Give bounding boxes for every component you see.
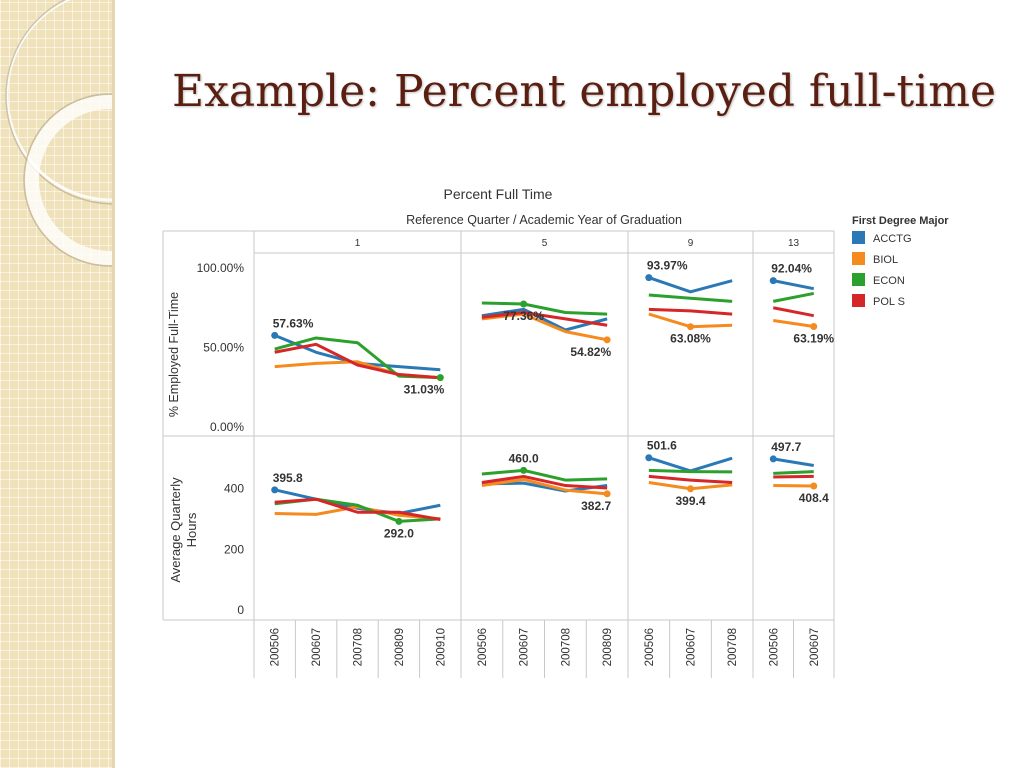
decorative-circles [5, 0, 112, 267]
data-label: 399.4 [675, 494, 705, 508]
data-label: 31.03% [404, 383, 445, 397]
x-tick-label: 200607 [809, 628, 821, 666]
x-tick-label: 200607 [686, 628, 698, 666]
data-label: 63.19% [793, 332, 834, 346]
y-tick-label: 400 [224, 482, 244, 496]
data-label: 408.4 [799, 491, 829, 505]
legend-swatch [852, 294, 865, 307]
series-line-acctg [648, 276, 733, 294]
legend-label: ECON [873, 275, 905, 287]
series-line-biol [481, 312, 608, 342]
series-line-econ [648, 293, 733, 303]
data-label: 54.82% [570, 345, 611, 359]
series-line-acctg [772, 279, 815, 291]
x-tick-label: 200809 [394, 628, 406, 666]
data-label: 460.0 [509, 451, 539, 465]
data-point-marker [520, 300, 528, 308]
panel-header-label: 5 [542, 238, 548, 249]
series-line-pol-s [648, 474, 733, 484]
series-line-biol [481, 477, 608, 496]
data-label: 93.97% [647, 259, 688, 273]
data-label: 501.6 [647, 439, 677, 453]
data-point-marker [271, 486, 279, 494]
legend-title: First Degree Major [852, 215, 949, 227]
x-tick-label: 200506 [477, 628, 489, 666]
series-line-pol-s [772, 306, 815, 318]
x-tick-label: 200809 [602, 628, 614, 666]
chart-subtitle: Reference Quarter / Academic Year of Gra… [406, 213, 682, 227]
data-point-marker [810, 482, 818, 490]
series-line-acctg [773, 457, 814, 467]
x-tick-label: 200708 [560, 628, 572, 666]
y-tick-label: 0.00% [210, 420, 244, 434]
data-point-marker [645, 454, 653, 462]
series-line-acctg [648, 456, 733, 473]
y-axis-label-line1: Average Quarterly [168, 477, 183, 583]
data-label: 57.63% [273, 316, 314, 330]
y-tick-label: 100.00% [197, 261, 245, 275]
panel-header-label: 9 [688, 238, 694, 249]
data-label: 395.8 [273, 471, 303, 485]
series-line-pol-s [481, 474, 608, 490]
series-line-pol-s [481, 311, 608, 327]
series-line-pol-s [773, 474, 814, 479]
legend-label: POL S [873, 296, 905, 308]
data-label: 77.36% [503, 309, 544, 323]
data-point-marker [687, 485, 694, 493]
data-label: 63.08% [670, 332, 711, 346]
data-label: 497.7 [771, 440, 801, 454]
data-point-marker [603, 490, 611, 498]
legend-label: BIOL [873, 254, 898, 266]
y-axis-label: % Employed Full-Time [167, 292, 181, 417]
data-point-marker [645, 274, 653, 282]
y-axis-label-line2: Hours [184, 512, 199, 547]
series-line-econ [481, 301, 608, 316]
legend-swatch [852, 231, 865, 244]
y-tick-label: 50.00% [203, 341, 244, 355]
series-line-pol-s [648, 307, 733, 316]
y-tick-label: 0 [237, 603, 244, 617]
series-line-pol-s [274, 497, 441, 522]
x-tick-label: 200506 [270, 628, 282, 666]
x-tick-label: 200506 [768, 628, 780, 666]
data-label: 292.0 [384, 526, 414, 540]
x-tick-label: 200607 [519, 628, 531, 666]
series-line-econ [274, 336, 441, 380]
series-line-pol-s [274, 342, 441, 380]
series-line-econ [481, 468, 608, 482]
legend-label: ACCTG [873, 233, 912, 245]
y-tick-label: 200 [224, 542, 244, 556]
x-tick-label: 200506 [644, 628, 656, 666]
x-tick-label: 200708 [353, 628, 365, 666]
legend-swatch [852, 273, 865, 286]
series-line-econ [648, 468, 733, 474]
series-line-econ [772, 291, 815, 303]
data-point-marker [810, 323, 818, 331]
chart-title: Percent Full Time [444, 186, 553, 202]
series-line-econ [773, 470, 814, 475]
data-label: 382.7 [581, 499, 611, 513]
data-point-marker [603, 336, 611, 344]
data-point-marker [271, 331, 279, 339]
x-tick-label: 200708 [727, 628, 739, 666]
data-point-marker [436, 374, 444, 382]
decorative-sidebar [0, 0, 112, 768]
series-line-biol [773, 318, 814, 329]
data-point-marker [769, 277, 777, 285]
data-point-marker [687, 323, 694, 331]
panel-header-label: 13 [788, 238, 800, 249]
slide-title: Example: Percent employed full-time [172, 66, 997, 117]
series-line-acctg [481, 307, 608, 332]
panel-header-label: 1 [355, 238, 361, 249]
legend-swatch [852, 252, 865, 265]
x-tick-label: 200607 [311, 628, 323, 666]
data-point-marker [520, 466, 528, 474]
data-point-marker [769, 455, 777, 463]
sidebar-edge [112, 0, 115, 768]
data-label: 92.04% [771, 262, 812, 276]
data-point-marker [395, 517, 403, 525]
x-tick-label: 200910 [435, 628, 447, 666]
